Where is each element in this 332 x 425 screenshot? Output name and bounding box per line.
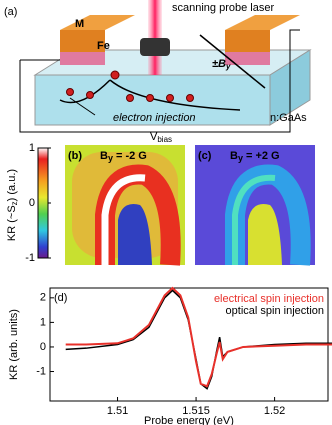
laser-beam [148,0,162,75]
heatmap-core [232,174,276,265]
y-tick-label: 1 [40,316,46,328]
fe-label: Fe [97,40,110,52]
voltage-label: Vbias [150,131,172,144]
field-label: By = -2 G [100,150,147,163]
panel-a: (a) scanning probe laser M Fe ±By electr… [4,0,312,144]
field-sub: y [108,153,113,163]
label-sub: z [10,201,19,205]
y-tick-label: 2 [40,292,46,304]
electrons [66,70,194,102]
colorbar: KR (~Sz) (a.u.) 1 0 -1 [6,142,51,264]
voltage: V [150,131,158,143]
arrow [69,97,96,116]
panel-label: (d) [54,292,67,304]
series-line [65,286,332,388]
field-value: = +2 G [246,150,280,162]
colorbar-tick-label: 1 [29,142,35,154]
injection-label: electron injection [113,112,196,124]
m-label: M [75,18,84,30]
injection-arrows [59,79,241,111]
field-arrow [199,34,266,89]
field-sub: y [225,62,231,71]
field: B [100,150,108,162]
label: KR (~S [6,205,18,241]
circuit [19,29,300,133]
field-label: By = +2 G [230,150,280,163]
legend-entry: optical spin injection [226,305,324,317]
laser-label: scanning probe laser [172,2,274,14]
label-end: ) (a.u.) [6,169,18,201]
colorbar-label: KR (~Sz) (a.u.) [6,169,19,241]
heatmap-inner [118,204,152,265]
panel-label: (c) [198,150,212,162]
colorbar-tick-label: -1 [25,252,35,264]
x-tick-label: 1.51 [107,405,128,417]
panel-label: (a) [4,6,17,18]
colorbar-scale [37,147,49,259]
y-axis-label: KR (arb. units) [8,309,20,380]
contact-layer [225,52,270,65]
field: B [230,150,238,162]
panel-c: (c) By = +2 G [195,145,315,266]
field-sub: y [238,153,243,163]
heatmap-core [101,174,146,265]
field-label: ±By [212,58,231,71]
substrate-label: n:GaAs [270,112,307,124]
colorbar-tick-label: 0 [29,197,35,209]
y-tick-label: 0 [40,341,46,353]
lens [140,38,170,56]
panel-d: 1.51 1.515 1.52 -1 0 1 2 Probe energy (eV) KR (a… [8,286,332,425]
voltage-sub: bias [157,135,172,144]
fe-top [60,15,135,30]
legend-entry: electrical spin injection [214,293,324,305]
panel-b: (b) By = -2 G [65,145,185,266]
x-tick-label: 1.515 [182,405,210,417]
panel-label: (b) [68,150,82,162]
field-value: = -2 G [116,150,147,162]
contact-top [225,15,300,30]
x-axis-label: Probe energy (eV) [144,415,234,425]
fe-layer [60,52,105,65]
x-tick-label: 1.52 [264,405,285,417]
field: ±B [212,58,226,70]
y-tick-label: -1 [36,365,46,377]
heatmap-inner [248,204,282,265]
